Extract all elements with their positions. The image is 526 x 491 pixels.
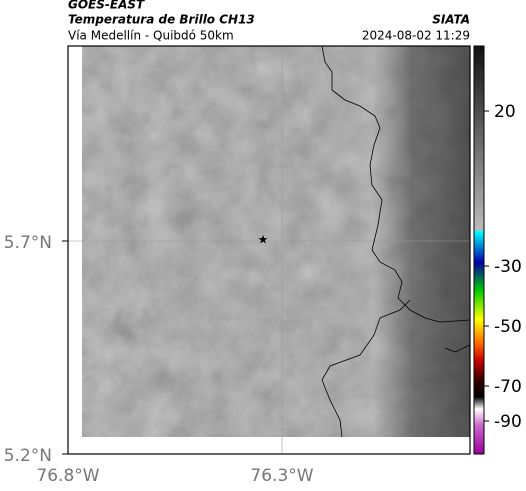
border-line: [321, 45, 471, 323]
image-shading: [82, 46, 470, 437]
lat-label: 5.7°N: [4, 233, 52, 253]
lon-label: 76.3°W: [250, 466, 313, 486]
title: Temperatura de Brillo CH13: [68, 13, 255, 27]
colorbar-label: -30: [494, 257, 522, 277]
city-marker: ★: [258, 233, 269, 247]
lon-label: 76.8°W: [36, 466, 99, 486]
border-line: [444, 344, 471, 353]
colorbar-label: 20: [494, 102, 516, 122]
subtitle: Vía Medellín - Quibdó 50km: [68, 29, 234, 43]
colorbar-ticks: 20 -30 -50 -70 -90: [484, 102, 522, 432]
timestamp: 2024-08-02 11:29: [362, 29, 470, 43]
colorbar: [473, 45, 485, 455]
map-frame: [67, 45, 471, 455]
lat-label: 5.2°N: [4, 446, 52, 466]
colorbar-label: -70: [494, 377, 522, 397]
colorbar-label: -50: [494, 317, 522, 337]
colorbar-label: -90: [494, 412, 522, 432]
border-line: [321, 299, 411, 438]
product: GOES-EAST: [68, 0, 145, 12]
agency: SIATA: [432, 13, 470, 27]
